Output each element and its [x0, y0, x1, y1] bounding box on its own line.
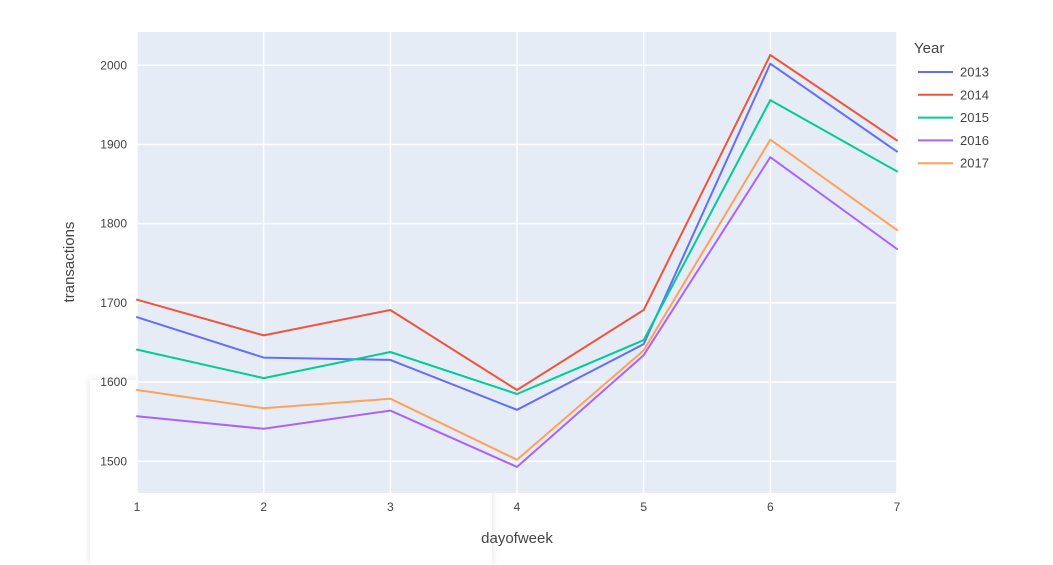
y-axis-title: transactions: [61, 222, 78, 303]
grid-lines: [136, 32, 898, 493]
legend-label: 2016: [960, 133, 989, 148]
y-tick-label: 1700: [100, 296, 127, 310]
series-line-2013[interactable]: [136, 62, 898, 411]
series-line-2014[interactable]: [136, 54, 898, 391]
series-lines[interactable]: [136, 54, 898, 468]
legend-label: 2017: [960, 156, 989, 171]
x-tick-label: 6: [767, 500, 774, 514]
legend-label: 2013: [960, 65, 989, 80]
legend-items[interactable]: 2013 2014 2015 2016 2017: [918, 65, 989, 171]
series-line-2015[interactable]: [136, 99, 898, 395]
x-tick-label: 3: [387, 500, 394, 514]
legend[interactable]: Year 2013 2014 2015 2016 2017: [914, 40, 989, 171]
y-tick-label: 1500: [100, 454, 127, 468]
x-tick-label: 2: [260, 500, 267, 514]
x-tick-label: 1: [134, 500, 141, 514]
legend-label: 2014: [960, 87, 989, 102]
legend-item-2017[interactable]: 2017: [918, 156, 989, 171]
y-tick-label: 1600: [100, 375, 127, 389]
legend-item-2014[interactable]: 2014: [918, 87, 989, 102]
y-tick-label: 1800: [100, 217, 127, 231]
legend-item-2016[interactable]: 2016: [918, 133, 989, 148]
x-tick-label: 5: [640, 500, 647, 514]
legend-item-2013[interactable]: 2013: [918, 65, 989, 80]
x-tick-label: 4: [514, 500, 521, 514]
legend-label: 2015: [960, 110, 989, 125]
legend-title: Year: [914, 40, 944, 57]
series-line-2017[interactable]: [136, 138, 898, 461]
x-tick-label: 7: [894, 500, 901, 514]
x-axis-ticks: 1 2 3 4 5 6 7: [134, 500, 901, 514]
y-tick-label: 2000: [100, 58, 127, 72]
x-axis-title: dayofweek: [481, 530, 553, 547]
series-line-2016[interactable]: [136, 156, 898, 468]
y-axis-ticks: 1500 1600 1700 1800 1900 2000: [100, 58, 127, 468]
legend-item-2015[interactable]: 2015: [918, 110, 989, 125]
y-tick-label: 1900: [100, 137, 127, 151]
